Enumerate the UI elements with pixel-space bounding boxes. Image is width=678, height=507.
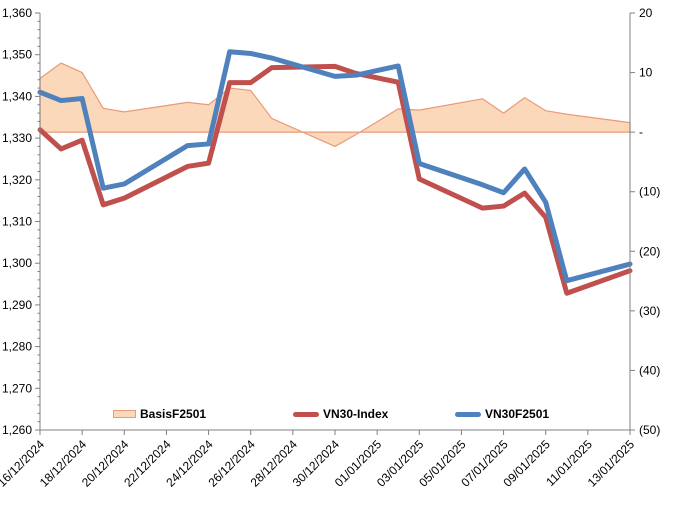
left-axis-label: 1,320 [2, 173, 32, 187]
left-axis-label: 1,300 [2, 256, 32, 270]
legend-item-basisf2501: BasisF2501 [113, 405, 206, 423]
legend-swatch-vn30-index [293, 411, 319, 417]
right-axis-label: (10) [639, 185, 660, 199]
right-axis-label: 10 [639, 66, 653, 80]
left-axis-label: 1,360 [2, 6, 32, 20]
legend-swatch-basisf2501 [113, 410, 136, 418]
right-axis-label: (50) [639, 423, 660, 437]
left-axis-label: 1,260 [2, 423, 32, 437]
left-axis-label: 1,280 [2, 340, 32, 354]
left-axis: 1,360 1,350 1,340 1,330 1,320 1,310 1,300 1,290… [2, 6, 40, 437]
vn30f2501-line [37, 49, 633, 284]
x-axis: 16/12/202418/12/202420/12/202422/12/2024… [0, 430, 637, 490]
legend-swatch-vn30f2501 [455, 411, 481, 417]
left-axis-label: 1,310 [2, 215, 32, 229]
legend-label-vn30f2501: VN30F2501 [485, 407, 550, 421]
legend: BasisF2501 VN30-Index VN30F2501 [0, 405, 678, 423]
right-axis-label: - [639, 125, 643, 139]
right-axis-label: (40) [639, 363, 660, 377]
right-axis-label: 20 [639, 6, 653, 20]
left-axis-label: 1,290 [2, 298, 32, 312]
basisf2501-area [39, 62, 631, 148]
right-axis-label: (20) [639, 244, 660, 258]
left-axis-label: 1,350 [2, 48, 32, 62]
left-axis-label: 1,270 [2, 381, 32, 395]
left-axis-label: 1,330 [2, 131, 32, 145]
right-axis-label: (30) [639, 304, 660, 318]
left-axis-label: 1,340 [2, 89, 32, 103]
legend-label-vn30-index: VN30-Index [323, 407, 389, 421]
right-axis: 20 10 - (10) (20) (30) (40) (50) [630, 6, 660, 437]
legend-item-vn30f2501: VN30F2501 [455, 405, 549, 423]
legend-label-basisf2501: BasisF2501 [140, 407, 207, 421]
legend-item-vn30-index: VN30-Index [293, 405, 388, 423]
